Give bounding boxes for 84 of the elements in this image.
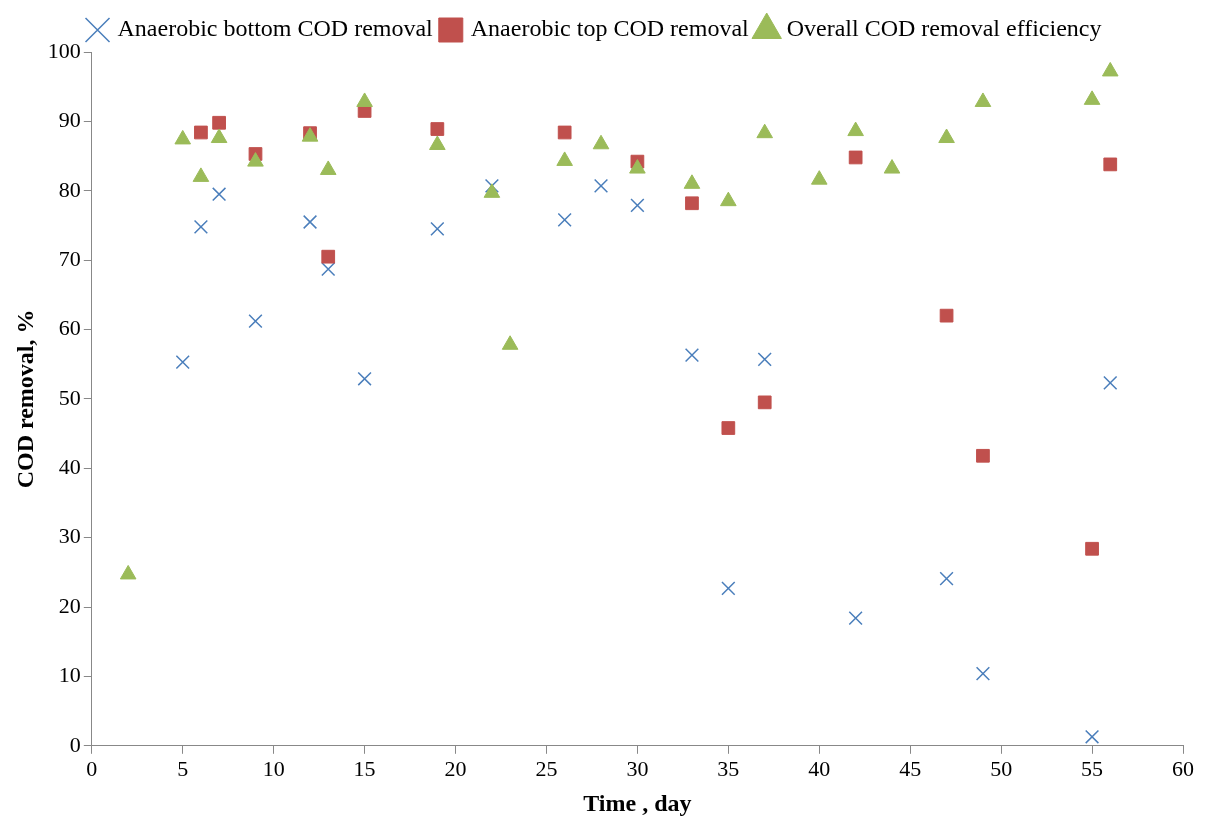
y-tick-label: 0 (69, 731, 81, 757)
y-tick-label: 90 (58, 107, 81, 133)
point (847, 121, 864, 137)
y-tick-label: 70 (58, 245, 81, 271)
point (684, 348, 700, 363)
point (756, 123, 773, 139)
x-tick-label: 10 (262, 755, 285, 781)
point (321, 262, 336, 277)
point (592, 134, 610, 150)
x-tick-label: 5 (177, 755, 189, 781)
point (194, 125, 208, 140)
point (1083, 90, 1101, 105)
point (1101, 61, 1119, 77)
point (974, 92, 992, 107)
point (593, 178, 609, 194)
y-tick-label: 100 (47, 37, 81, 63)
x-tick-label: 45 (899, 755, 922, 781)
point (429, 135, 446, 150)
x-tick-label: 25 (535, 755, 558, 781)
point (883, 159, 901, 174)
point (630, 198, 645, 213)
legend-label: Overall COD removal efficiency (786, 15, 1102, 42)
point (1103, 157, 1118, 172)
point (193, 219, 209, 234)
point (357, 371, 372, 386)
point (848, 150, 863, 165)
point (939, 308, 954, 323)
y-tick-label: 10 (58, 662, 81, 688)
point (211, 187, 227, 202)
point (557, 125, 572, 140)
point (501, 335, 519, 350)
point (483, 183, 501, 198)
point (938, 128, 955, 144)
legend-label: Anaerobic bottom COD removal (117, 15, 434, 42)
point (319, 160, 337, 175)
point (321, 249, 336, 264)
point (210, 128, 228, 144)
point (720, 191, 737, 207)
point (757, 352, 772, 367)
x-tick-label: 35 (717, 755, 740, 781)
point (1103, 375, 1118, 391)
point (356, 92, 373, 107)
point (484, 178, 500, 194)
point (174, 129, 192, 145)
point (175, 355, 190, 370)
x-tick-label: 30 (626, 755, 649, 781)
x-tick-label: 50 (990, 755, 1013, 781)
y-tick-label: 60 (58, 315, 81, 341)
point (685, 196, 699, 211)
y-tick-label: 20 (58, 592, 81, 618)
x-tick-label: 40 (808, 755, 831, 781)
point (556, 151, 573, 166)
point (430, 122, 445, 136)
y-tick-label: 30 (58, 523, 81, 549)
point (629, 159, 646, 174)
point (721, 421, 736, 435)
x-tick-label: 55 (1081, 755, 1104, 781)
point (430, 221, 445, 237)
x-tick-label: 15 (353, 755, 376, 781)
point (810, 170, 828, 185)
x-tick-label: 20 (444, 755, 467, 781)
point (212, 115, 226, 130)
point (757, 395, 772, 410)
point (848, 611, 863, 626)
point (976, 448, 990, 463)
y-tick-label: 40 (58, 454, 81, 480)
y-tick-label: 80 (58, 176, 81, 202)
point (721, 581, 736, 596)
point (302, 214, 318, 230)
point (939, 571, 954, 586)
point (683, 174, 701, 189)
point (1085, 541, 1099, 556)
y-tick-label: 50 (58, 384, 81, 410)
x-tick-label: 60 (1172, 755, 1194, 781)
point (1084, 729, 1100, 744)
point (192, 167, 210, 182)
y-axis-title: COD removal, % (11, 309, 38, 489)
point (557, 212, 572, 228)
x-axis-title: Time , day (583, 789, 692, 816)
x-tick-label: 0 (86, 755, 98, 781)
point (248, 314, 263, 329)
legend-label: Anaerobic top COD removal (470, 15, 750, 42)
point (975, 666, 991, 681)
point (247, 152, 264, 167)
